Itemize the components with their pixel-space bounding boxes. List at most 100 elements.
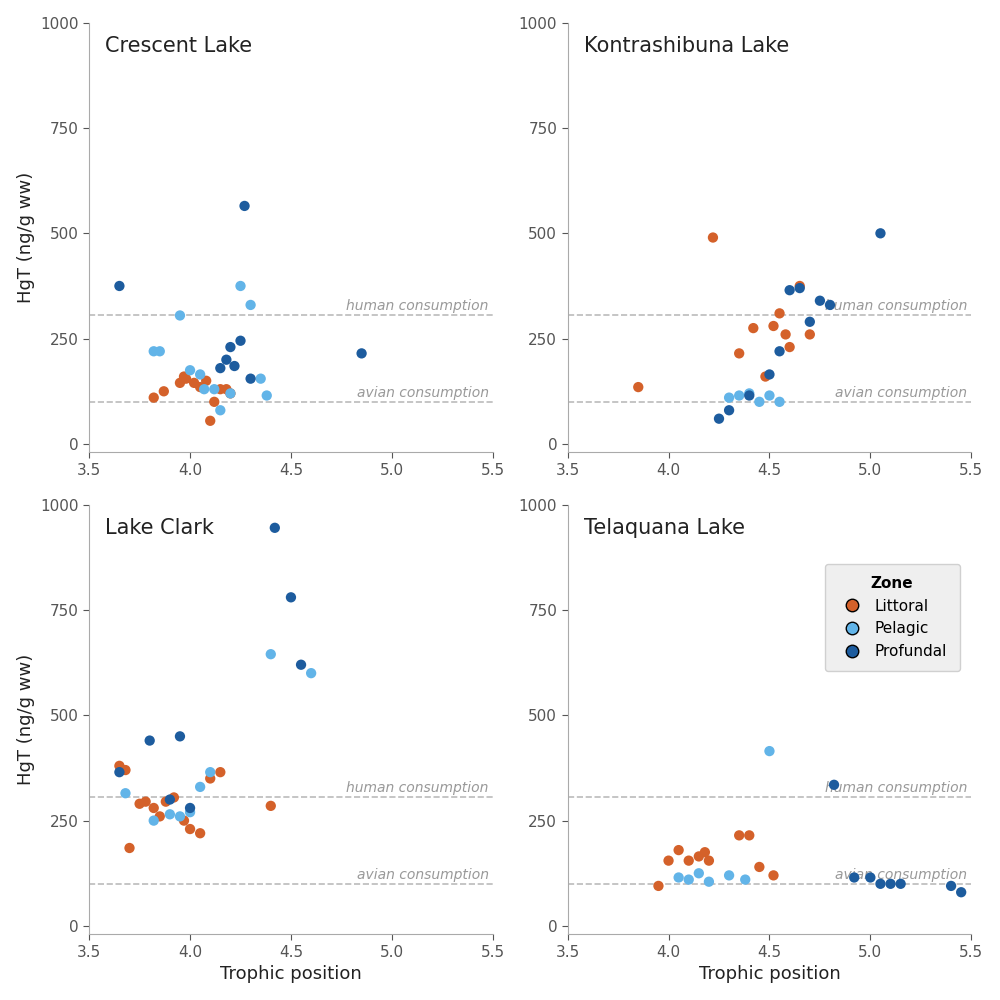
Point: [701, 853, 717, 869]
Point: [761, 366, 777, 382]
Point: [731, 388, 747, 404]
Point: [792, 278, 808, 294]
Point: [741, 827, 757, 843]
Point: [761, 743, 777, 759]
Point: [731, 345, 747, 361]
Point: [202, 770, 218, 786]
Point: [218, 381, 234, 397]
Point: [172, 808, 188, 824]
Point: [233, 333, 249, 349]
Point: [202, 413, 218, 429]
Text: Telaquana Lake: Telaquana Lake: [584, 518, 745, 538]
Point: [953, 884, 969, 900]
Point: [721, 867, 737, 883]
Point: [671, 869, 687, 885]
Point: [283, 589, 299, 605]
Point: [943, 878, 959, 894]
Point: [162, 806, 178, 822]
Point: [745, 320, 761, 336]
Point: [671, 842, 687, 858]
Point: [772, 305, 788, 321]
Point: [117, 762, 133, 778]
Point: [212, 402, 228, 418]
Point: [222, 385, 238, 401]
Point: [872, 876, 888, 892]
Point: [222, 385, 238, 401]
Point: [765, 318, 781, 334]
Point: [172, 307, 188, 323]
Point: [701, 874, 717, 890]
Point: [778, 326, 794, 342]
Point: [212, 360, 228, 376]
Point: [293, 657, 309, 673]
Point: [192, 779, 208, 795]
Point: [263, 646, 279, 662]
Point: [303, 665, 319, 681]
Point: [731, 827, 747, 843]
Text: human consumption: human consumption: [346, 299, 489, 313]
Point: [166, 789, 182, 805]
Point: [872, 225, 888, 241]
Point: [182, 804, 198, 820]
Point: [192, 366, 208, 382]
Point: [243, 371, 259, 387]
Point: [721, 402, 737, 418]
Point: [111, 278, 127, 294]
Text: Kontrashibuna Lake: Kontrashibuna Lake: [584, 36, 789, 56]
Point: [862, 869, 878, 885]
Text: avian consumption: avian consumption: [835, 386, 967, 400]
Point: [883, 876, 899, 892]
Point: [661, 853, 677, 869]
Point: [172, 728, 188, 744]
Point: [792, 280, 808, 296]
Point: [212, 764, 228, 780]
Point: [152, 343, 168, 359]
Text: Crescent Lake: Crescent Lake: [105, 36, 252, 56]
Point: [186, 375, 202, 391]
Point: [681, 853, 697, 869]
Point: [697, 844, 713, 860]
Point: [192, 379, 208, 395]
Point: [721, 390, 737, 406]
Point: [737, 872, 753, 888]
Point: [681, 872, 697, 888]
Point: [802, 314, 818, 330]
Point: [202, 764, 218, 780]
Point: [772, 343, 788, 359]
Point: [198, 373, 214, 389]
Text: Lake Clark: Lake Clark: [105, 518, 214, 538]
Point: [176, 369, 192, 385]
Point: [138, 794, 154, 810]
Text: human consumption: human consumption: [346, 781, 489, 795]
Point: [782, 339, 798, 355]
Point: [206, 394, 222, 410]
Text: avian consumption: avian consumption: [357, 386, 489, 400]
Point: [263, 798, 279, 814]
Point: [233, 278, 249, 294]
Point: [761, 388, 777, 404]
Point: [212, 381, 228, 397]
X-axis label: Trophic position: Trophic position: [699, 965, 840, 983]
Point: [222, 339, 238, 355]
Point: [178, 371, 194, 387]
Point: [243, 297, 259, 313]
Point: [782, 282, 798, 298]
Legend: Littoral, Pelagic, Profundal: Littoral, Pelagic, Profundal: [825, 564, 960, 671]
X-axis label: Trophic position: Trophic position: [220, 965, 362, 983]
Text: avian consumption: avian consumption: [835, 868, 967, 882]
Point: [117, 785, 133, 801]
Point: [192, 825, 208, 841]
Point: [765, 867, 781, 883]
Point: [146, 343, 162, 359]
Point: [196, 381, 212, 397]
Point: [802, 326, 818, 342]
Y-axis label: HgT (ng/g ww): HgT (ng/g ww): [17, 172, 35, 303]
Point: [741, 388, 757, 404]
Point: [253, 371, 269, 387]
Text: human consumption: human consumption: [825, 781, 967, 795]
Point: [757, 369, 773, 385]
Point: [182, 821, 198, 837]
Point: [259, 388, 275, 404]
Text: human consumption: human consumption: [825, 299, 967, 313]
Point: [172, 375, 188, 391]
